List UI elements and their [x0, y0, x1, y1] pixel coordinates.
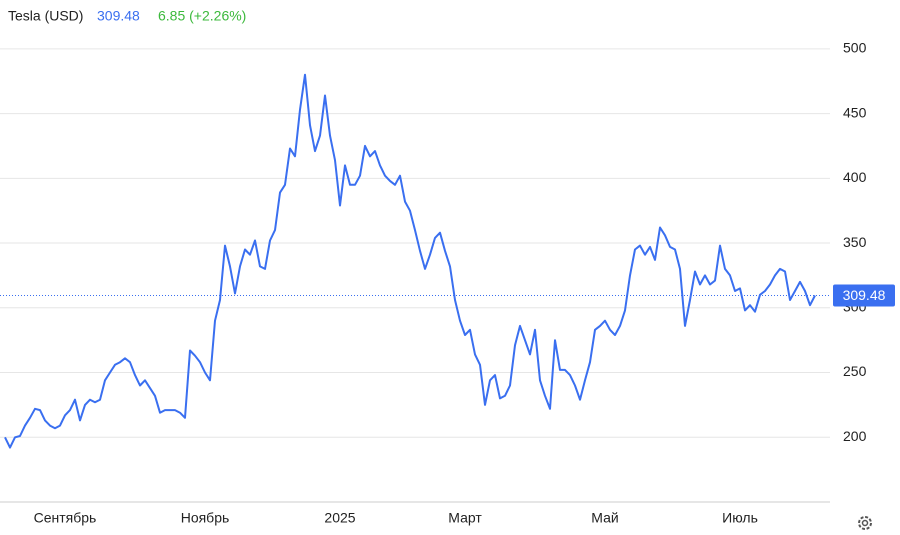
- y-tick-label: 350: [843, 234, 867, 250]
- y-tick-label: 200: [843, 428, 867, 444]
- chart-title: Tesla (USD): [8, 8, 83, 24]
- header-change: 6.85 (+2.26%): [158, 8, 246, 24]
- x-tick-label: Ноябрь: [181, 510, 230, 526]
- gear-outer: [858, 516, 872, 530]
- x-tick-label: 2025: [324, 510, 355, 526]
- x-tick-label: Май: [591, 510, 618, 526]
- plot: 200250300350400450500СентябрьНоябрь2025М…: [0, 40, 895, 526]
- last-price-label: 309.48: [843, 287, 886, 303]
- x-tick-label: Сентябрь: [34, 510, 97, 526]
- price-line: [4, 73, 816, 449]
- y-tick-label: 400: [843, 169, 867, 185]
- y-tick-label: 250: [843, 363, 867, 379]
- header-price: 309.48: [97, 8, 140, 24]
- x-tick-label: Июль: [722, 510, 758, 526]
- y-tick-label: 500: [843, 40, 867, 56]
- settings-icon[interactable]: [858, 516, 872, 530]
- last-price-tag: [833, 284, 895, 307]
- x-tick-label: Март: [448, 510, 482, 526]
- gear-inner: [861, 519, 869, 527]
- y-tick-label: 450: [843, 104, 867, 120]
